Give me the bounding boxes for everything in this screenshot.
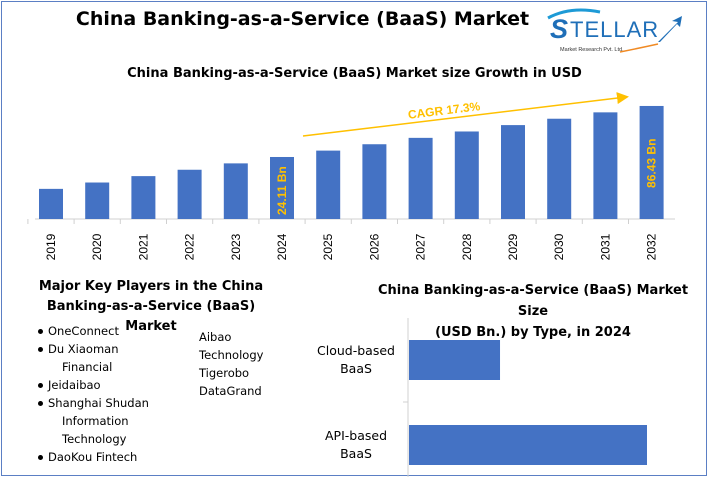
type-category-label-line: Cloud-based [317, 343, 395, 358]
bar-2020 [85, 182, 110, 219]
x-tick-label: 2029 [506, 233, 520, 260]
key-players-title-line1: Major Key Players in the China [38, 279, 264, 294]
bar-2025 [316, 150, 341, 219]
bar-2030 [547, 118, 572, 219]
type-bar-cloud-based [409, 340, 501, 380]
bar-2027 [408, 137, 433, 219]
type-chart-title: China Banking-as-a-Service (BaaS) Market… [370, 280, 696, 343]
x-tick-label: 2026 [367, 233, 381, 260]
data-label-2024: 24.11 Bn [275, 166, 289, 215]
key-player-item: OneConnect [38, 322, 149, 340]
key-player-item: DataGrand [199, 384, 262, 398]
x-tick-label: 2030 [552, 233, 566, 260]
type-category-label-line: BaaS [340, 446, 372, 461]
growth-bar-chart: CAGR 17.3% 2019 2020 2021 2022 2023 202424.11… [27, 92, 675, 260]
bar-2032 [639, 105, 664, 219]
type-chart-title-line2: (USD Bn.) by Type, in 2024 [435, 325, 631, 340]
x-tick-label: 2027 [414, 233, 428, 260]
key-player-item: Technology [199, 348, 264, 362]
bar-2024 [270, 156, 294, 219]
type-category-label-line: API-based [324, 428, 388, 443]
bar-2031 [593, 112, 618, 219]
bar-2021 [131, 176, 156, 219]
key-player-item: Aibao [199, 330, 232, 344]
type-chart-title-line1: China Banking-as-a-Service (BaaS) Market… [377, 283, 689, 319]
x-tick-label: 2023 [229, 233, 243, 260]
growth-chart-title: China Banking-as-a-Service (BaaS) Market… [127, 66, 582, 81]
key-player-item-continued: Financial [62, 360, 113, 374]
key-player-item: Jeidaibao [38, 376, 149, 394]
bar-2029 [501, 125, 525, 219]
x-tick-label: 2024 [275, 233, 289, 260]
key-players-left-list: OneConnect Du Xiaoman Financial Jeidaibao Sh… [38, 322, 149, 466]
bar-2026 [362, 144, 387, 219]
type-category-label: Cloud-based BaaS [306, 342, 406, 378]
x-tick-label: 2028 [460, 233, 474, 260]
key-player-item-continued: Information [62, 414, 129, 428]
page-title: China Banking-as-a-Service (BaaS) Market [75, 8, 530, 30]
type-category-label-line: BaaS [340, 361, 372, 376]
x-tick-label: 2025 [321, 233, 335, 260]
key-player-item: Tigerobo [199, 366, 250, 380]
key-player-item-continued: Technology [62, 432, 127, 446]
bar-2028 [454, 131, 479, 219]
stellar-logo: S TELLAR Market Research Pvt. Ltd. [547, 8, 682, 53]
key-player-item: DaoKou Fintech [38, 448, 149, 466]
key-player-item: Du Xiaoman [38, 340, 149, 358]
key-player-item: Shanghai Shudan [38, 394, 149, 412]
x-tick-label: 2019 [44, 233, 58, 260]
x-tick-label: 2022 [183, 233, 197, 260]
type-bar-chart [403, 318, 647, 477]
type-bar-api-based [409, 425, 647, 465]
cagr-arrow [302, 92, 629, 137]
key-players-right-list: Aibao Technology Tigerobo DataGrand [199, 328, 263, 400]
data-label-2032: 86.43 Bn [645, 139, 659, 188]
svg-text:S: S [550, 14, 568, 44]
x-tick-label: 2032 [645, 233, 659, 260]
svg-text:Market Research Pvt. Ltd.: Market Research Pvt. Ltd. [560, 47, 624, 53]
type-category-label: API-based BaaS [306, 427, 406, 463]
x-tick-label: 2021 [136, 233, 150, 260]
bar-2019 [39, 188, 63, 219]
x-tick-label: 2020 [90, 233, 104, 260]
bar-2022 [177, 169, 202, 219]
x-tick-label: 2031 [598, 233, 612, 260]
svg-text:TELLAR: TELLAR [570, 17, 659, 42]
bar-2023 [223, 163, 248, 219]
